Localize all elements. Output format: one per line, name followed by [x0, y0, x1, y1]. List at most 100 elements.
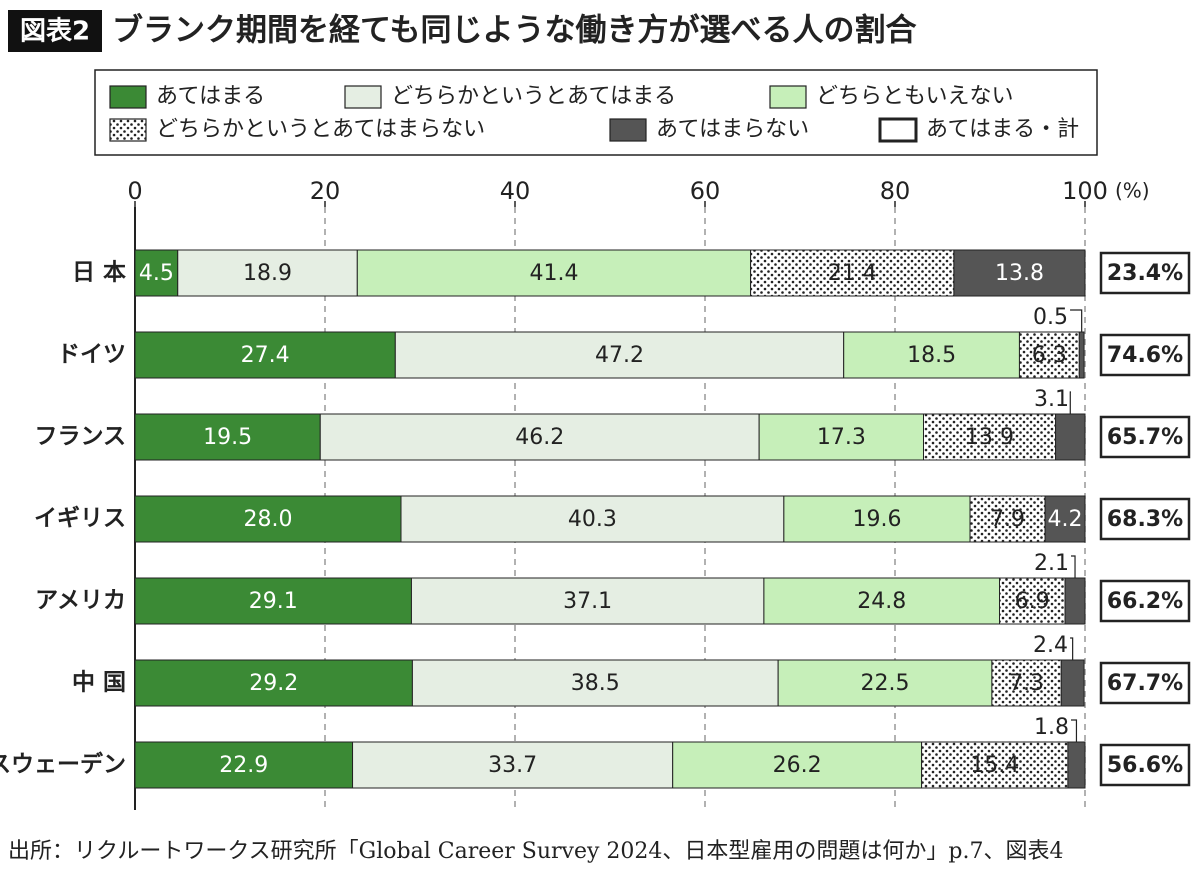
- bar-segment: [1055, 413, 1086, 461]
- bar-segment: [134, 577, 412, 625]
- value-label: 1.8: [1034, 715, 1069, 740]
- value-label: 7.9: [990, 507, 1025, 532]
- bar-segment: [394, 331, 845, 379]
- x-tick-label: 60: [690, 177, 721, 205]
- value-label: 29.1: [249, 589, 298, 614]
- value-label: 18.9: [243, 261, 292, 286]
- value-label: 6.3: [1032, 343, 1067, 368]
- bar-segment: [777, 659, 993, 707]
- figure-label: 図表2: [20, 17, 90, 47]
- y-tick-label: 日 本: [72, 260, 126, 286]
- value-label: 24.8: [857, 589, 906, 614]
- bar-segment: [400, 495, 785, 543]
- x-tick-label: 0: [127, 177, 142, 205]
- bar-segment: [1078, 331, 1085, 379]
- bar-segment: [923, 413, 1057, 461]
- value-label: 4.2: [1048, 507, 1083, 532]
- legend-label: あてはまる: [156, 84, 265, 109]
- total-label: 56.6%: [1107, 753, 1183, 778]
- bar-segment: [969, 495, 1046, 543]
- label-leader: [1070, 309, 1083, 332]
- bar-segment: [1018, 331, 1080, 379]
- bar-segment: [134, 249, 179, 297]
- legend-box: [94, 69, 1098, 156]
- value-label: 17.3: [817, 425, 866, 450]
- total-box: [1099, 743, 1191, 787]
- bar-segment: [410, 577, 765, 625]
- bar-segment: [134, 495, 402, 543]
- legend-label: あてはまる・計: [926, 117, 1079, 142]
- bar-segment: [750, 249, 955, 297]
- value-label: 29.2: [249, 671, 298, 696]
- y-tick-label: アメリカ: [35, 588, 126, 614]
- value-label: 19.5: [203, 425, 252, 450]
- legend-label: どちらともいえない: [816, 84, 1014, 109]
- bar-segment: [356, 249, 752, 297]
- bar-segment: [352, 741, 674, 789]
- value-label: 22.5: [861, 671, 910, 696]
- value-label: 38.5: [571, 671, 620, 696]
- total-box: [1099, 497, 1191, 541]
- total-box: [1099, 415, 1191, 459]
- figure-badge: [8, 10, 102, 52]
- bar-segment: [177, 249, 358, 297]
- bar-segment: [991, 659, 1062, 707]
- value-label: 26.2: [773, 753, 822, 778]
- y-tick-label: ドイツ: [57, 342, 126, 368]
- label-leader: [1069, 391, 1071, 414]
- bar-segment: [1064, 577, 1086, 625]
- total-box: [1099, 251, 1191, 295]
- bar-segment: [1060, 659, 1085, 707]
- bar-segment: [953, 249, 1086, 297]
- y-tick-label: イギリス: [34, 506, 126, 532]
- legend-swatch: [109, 85, 147, 109]
- bar-segment: [134, 331, 396, 379]
- value-label: 2.1: [1034, 551, 1069, 576]
- bar-segment: [672, 741, 923, 789]
- value-label: 4.5: [139, 261, 174, 286]
- value-label: 19.6: [852, 507, 901, 532]
- bar-segment: [758, 413, 925, 461]
- x-tick-label: 80: [880, 177, 911, 205]
- chart-title: ブランク期間を経ても同じような働き方が選べる人の割合: [112, 13, 916, 49]
- value-label: 3.1: [1034, 387, 1069, 412]
- bar-segment: [921, 741, 1069, 789]
- x-tick-label: 40: [500, 177, 531, 205]
- value-label: 13.8: [995, 261, 1044, 286]
- y-tick-label: スウェーデン: [0, 751, 126, 778]
- value-label: 21.4: [828, 261, 877, 286]
- legend-swatch: [609, 118, 647, 142]
- value-label: 13.9: [965, 425, 1014, 450]
- x-unit: (%): [1115, 179, 1150, 203]
- total-box: [1099, 333, 1191, 377]
- source: 出所：リクルートワークス研究所「Global Career Survey 202…: [8, 839, 1063, 864]
- y-tick-label: 中 国: [72, 670, 126, 696]
- total-label: 65.7%: [1107, 425, 1183, 450]
- value-label: 15.4: [970, 753, 1019, 778]
- total-label: 23.4%: [1107, 261, 1183, 286]
- bar-segment: [411, 659, 779, 707]
- value-label: 2.4: [1033, 633, 1068, 658]
- legend-swatch: [878, 117, 918, 143]
- value-label: 33.7: [488, 753, 537, 778]
- y-tick-label: フランス: [34, 424, 126, 450]
- bar-segment: [999, 577, 1066, 625]
- legend-label: どちらかというとあてはまる: [391, 84, 676, 109]
- value-label: 0.5: [1033, 305, 1068, 330]
- total-label: 74.6%: [1107, 343, 1183, 368]
- bar-segment: [319, 413, 760, 461]
- label-leader: [1071, 719, 1078, 742]
- total-label: 68.3%: [1107, 507, 1183, 532]
- value-label: 41.4: [529, 261, 578, 286]
- total-box: [1099, 579, 1191, 623]
- legend-swatch: [109, 118, 147, 142]
- label-leader: [1071, 555, 1076, 578]
- bar-segment: [1044, 495, 1086, 543]
- x-tick-label: 20: [310, 177, 341, 205]
- bar-segment: [134, 413, 321, 461]
- value-label: 7.3: [1009, 671, 1044, 696]
- value-label: 27.4: [241, 343, 290, 368]
- value-label: 18.5: [907, 343, 956, 368]
- total-box: [1099, 661, 1191, 705]
